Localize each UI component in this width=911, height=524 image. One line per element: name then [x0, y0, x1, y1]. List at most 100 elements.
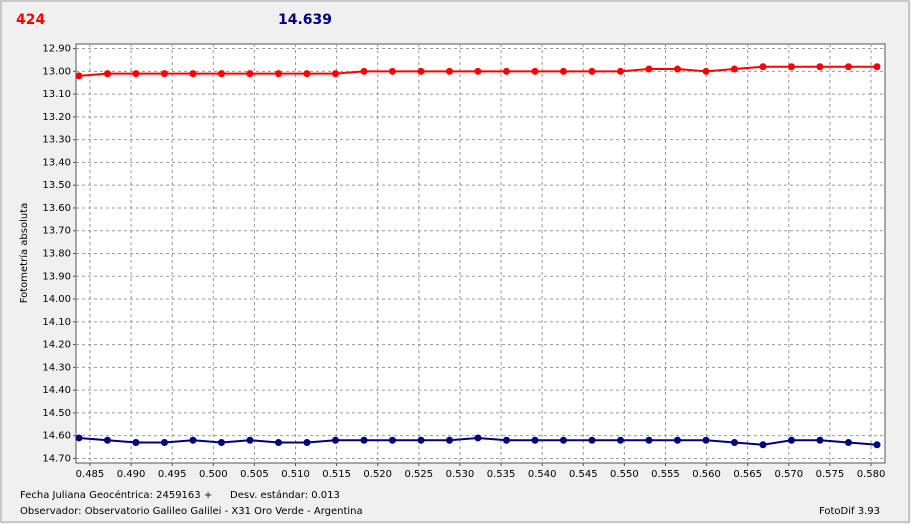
data-point [588, 67, 596, 75]
y-tick-label: 13.20 [42, 112, 71, 123]
data-point [531, 436, 539, 444]
data-point [816, 63, 824, 71]
data-point [730, 65, 738, 73]
header-left: 424 [16, 12, 45, 28]
data-point [474, 67, 482, 75]
data-point [132, 439, 140, 447]
data-point [617, 436, 625, 444]
data-point [303, 439, 311, 447]
data-point [331, 70, 339, 78]
y-tick-label: 13.90 [42, 271, 71, 282]
x-tick-label: 0.555 [651, 469, 680, 480]
observer: Observador: Observatorio Galileo Galilei… [20, 506, 363, 517]
data-point [759, 63, 767, 71]
data-point [673, 65, 681, 73]
x-tick-label: 0.510 [281, 469, 310, 480]
x-tick-label: 0.570 [774, 469, 803, 480]
x-tick-label: 0.575 [816, 469, 845, 480]
data-point [246, 70, 254, 78]
data-point [274, 439, 282, 447]
data-point [446, 436, 454, 444]
data-point [189, 436, 197, 444]
y-tick-label: 14.30 [42, 362, 71, 373]
data-point [303, 70, 311, 78]
x-tick-label: 0.525 [405, 469, 434, 480]
x-tick-label: 0.490 [117, 469, 146, 480]
x-tick-label: 0.500 [199, 469, 228, 480]
data-point [873, 63, 881, 71]
data-point [673, 436, 681, 444]
y-tick-label: 13.10 [42, 89, 71, 100]
data-point [160, 439, 168, 447]
y-tick-label: 13.50 [42, 180, 71, 191]
x-axis-label: Fecha Juliana Geocéntrica: 2459163 + [20, 489, 212, 501]
y-tick-label: 13.00 [42, 66, 71, 77]
data-point [217, 439, 225, 447]
data-point [217, 70, 225, 78]
data-point [189, 70, 197, 78]
data-point [645, 65, 653, 73]
data-point [474, 434, 482, 442]
x-tick-label: 0.485 [76, 469, 105, 480]
data-point [788, 436, 796, 444]
data-point [103, 436, 111, 444]
x-tick-label: 0.515 [322, 469, 351, 480]
data-point [75, 72, 83, 80]
x-tick-label: 0.550 [610, 469, 639, 480]
y-tick-label: 14.00 [42, 294, 71, 305]
y-tick-label: 14.20 [42, 340, 71, 351]
data-point [559, 67, 567, 75]
header-right: 14.639 [278, 12, 332, 28]
x-tick-label: 0.520 [363, 469, 392, 480]
x-tick-label: 0.505 [240, 469, 269, 480]
x-tick-label: 0.530 [446, 469, 475, 480]
data-point [274, 70, 282, 78]
data-point [160, 70, 168, 78]
data-point [873, 441, 881, 449]
data-point [730, 439, 738, 447]
y-tick-label: 12.90 [42, 44, 71, 55]
x-tick-label: 0.495 [158, 469, 187, 480]
x-tick-label: 0.535 [487, 469, 516, 480]
x-tick-label: 0.580 [857, 469, 886, 480]
data-point [702, 67, 710, 75]
data-point [844, 439, 852, 447]
y-tick-label: 13.80 [42, 249, 71, 260]
y-tick-label: 14.50 [42, 408, 71, 419]
y-tick-label: 13.30 [42, 135, 71, 146]
data-point [844, 63, 852, 71]
std-dev: Desv. estándar: 0.013 [230, 489, 340, 501]
data-point [388, 67, 396, 75]
data-point [331, 436, 339, 444]
x-tick-label: 0.565 [733, 469, 762, 480]
data-point [645, 436, 653, 444]
data-point [531, 67, 539, 75]
data-point [388, 436, 396, 444]
y-axis-label: Fotometría absoluta [18, 203, 30, 304]
data-point [360, 436, 368, 444]
data-point [702, 436, 710, 444]
data-point [502, 436, 510, 444]
data-point [75, 434, 83, 442]
y-tick-label: 14.70 [42, 453, 71, 464]
data-point [360, 67, 368, 75]
data-point [446, 67, 454, 75]
data-point [246, 436, 254, 444]
data-point [559, 436, 567, 444]
data-point [417, 67, 425, 75]
software: FotoDif 3.93 [819, 506, 880, 517]
data-point [502, 67, 510, 75]
x-tick-label: 0.540 [528, 469, 557, 480]
y-tick-label: 13.70 [42, 226, 71, 237]
y-tick-label: 14.60 [42, 431, 71, 442]
y-tick-label: 14.40 [42, 385, 71, 396]
data-point [788, 63, 796, 71]
data-point [417, 436, 425, 444]
data-point [103, 70, 111, 78]
x-tick-label: 0.560 [692, 469, 721, 480]
y-tick-label: 14.10 [42, 317, 71, 328]
x-tick-label: 0.545 [569, 469, 598, 480]
